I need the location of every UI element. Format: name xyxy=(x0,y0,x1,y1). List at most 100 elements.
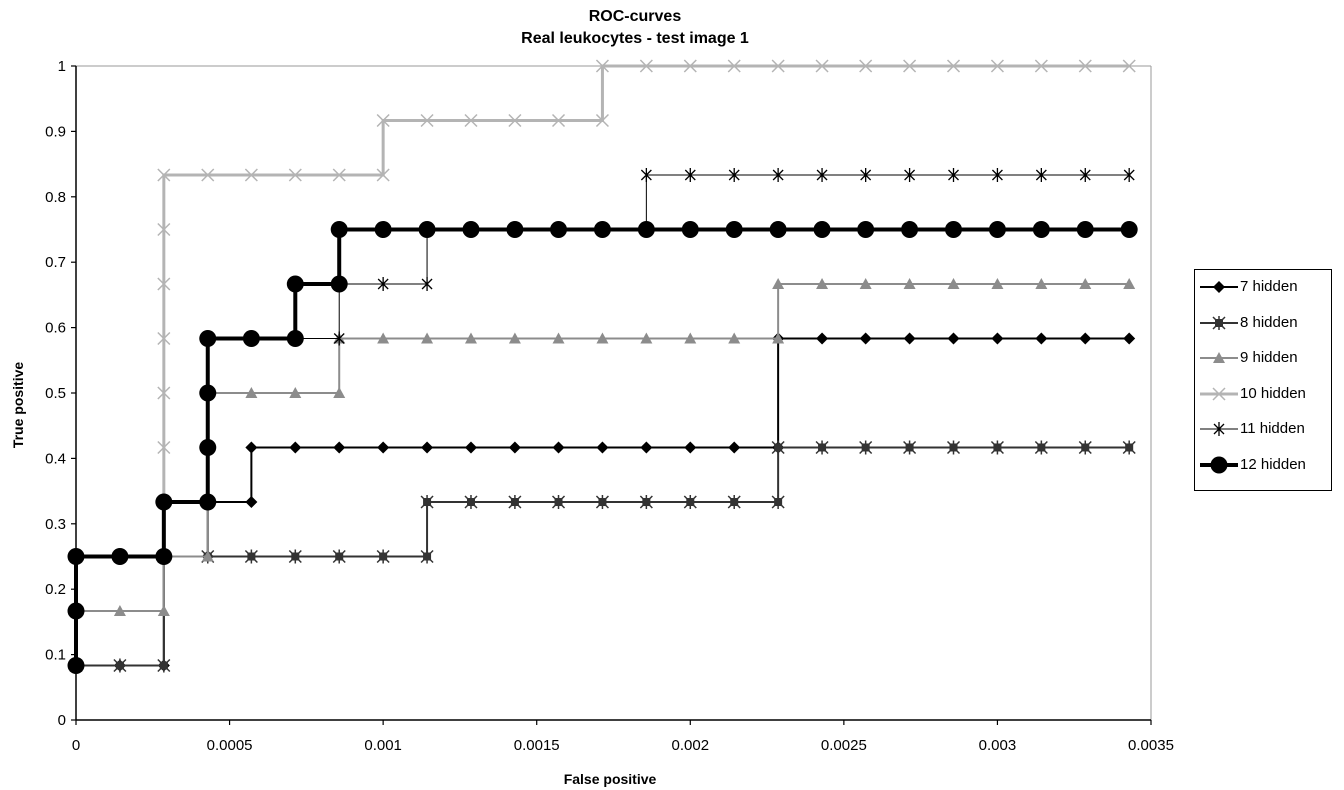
data-point xyxy=(947,332,960,345)
data-point xyxy=(374,221,392,238)
data-point xyxy=(595,113,609,128)
data-point xyxy=(988,221,1006,238)
legend-item: 7 hidden xyxy=(1195,276,1331,298)
data-point xyxy=(244,549,258,564)
x-tick-label: 0.0025 xyxy=(821,737,867,754)
series-10-hidden xyxy=(69,59,1136,564)
data-point xyxy=(727,59,741,73)
data-point xyxy=(199,438,217,456)
data-point xyxy=(816,168,828,183)
data-point xyxy=(1076,221,1094,238)
data-point xyxy=(551,113,566,128)
data-point xyxy=(199,384,217,402)
data-point xyxy=(113,604,126,616)
data-point xyxy=(946,440,961,455)
data-point xyxy=(1123,277,1136,289)
y-tick-label: 0.4 xyxy=(45,450,66,467)
x-tick-label: 0.002 xyxy=(672,737,710,754)
data-point xyxy=(727,495,741,510)
data-point xyxy=(420,549,434,564)
series-layer xyxy=(67,59,1138,675)
data-point xyxy=(859,277,872,289)
data-point xyxy=(420,495,434,510)
data-point xyxy=(991,332,1004,345)
data-point xyxy=(508,113,522,128)
data-point xyxy=(945,221,963,238)
data-point xyxy=(332,549,346,564)
data-point xyxy=(1123,168,1135,183)
data-point xyxy=(157,222,171,237)
data-point xyxy=(684,168,696,183)
data-point xyxy=(333,331,345,346)
data-point xyxy=(199,493,217,511)
data-point xyxy=(816,277,829,289)
data-point xyxy=(1122,59,1136,73)
data-point xyxy=(683,59,697,73)
axes-layer: 0 0.1 0.2 0.3 0.4 0.5 0.6 0.7 0.8 0.9 1 0 0.0005 0.00… xyxy=(45,58,1174,754)
data-point xyxy=(640,332,653,344)
data-point xyxy=(640,441,653,454)
data-point xyxy=(377,276,389,291)
series-line xyxy=(76,64,1130,558)
data-point xyxy=(242,330,260,348)
data-point xyxy=(551,495,566,510)
data-point xyxy=(903,277,916,289)
data-point xyxy=(157,658,171,673)
legend-label: 7 hidden xyxy=(1240,278,1298,295)
data-point xyxy=(596,441,609,454)
data-point xyxy=(67,548,85,565)
legend-item: 10 hidden xyxy=(1195,383,1331,405)
legend-label: 11 hidden xyxy=(1240,420,1305,437)
legend-swatch xyxy=(1200,315,1238,330)
data-point xyxy=(376,549,390,564)
data-point xyxy=(903,59,917,73)
data-point xyxy=(728,168,740,183)
y-tick-label: 0.3 xyxy=(45,516,66,533)
data-point xyxy=(286,275,304,293)
data-point xyxy=(901,221,919,238)
data-point xyxy=(289,387,302,398)
data-point xyxy=(420,113,434,128)
data-point xyxy=(333,441,346,454)
data-point xyxy=(245,441,258,454)
data-point xyxy=(772,168,784,183)
data-point xyxy=(157,604,170,616)
data-point xyxy=(1079,168,1091,183)
data-point xyxy=(769,221,787,238)
data-point xyxy=(377,332,390,344)
legend-swatch xyxy=(1200,281,1238,293)
data-point xyxy=(244,168,258,182)
chart-title-line: ROC-curves xyxy=(588,8,682,25)
x-tick-label: 0 xyxy=(72,737,80,754)
data-point xyxy=(772,277,785,289)
data-point xyxy=(245,496,258,509)
data-point xyxy=(725,221,743,238)
legend-label: 8 hidden xyxy=(1240,313,1298,331)
data-point xyxy=(815,59,829,73)
data-point xyxy=(157,168,171,182)
data-point xyxy=(639,495,653,510)
data-point xyxy=(288,549,302,564)
data-point xyxy=(508,332,521,344)
data-point xyxy=(508,495,522,510)
data-point xyxy=(157,440,171,455)
data-point xyxy=(772,332,785,344)
data-point xyxy=(376,113,390,128)
chart-title: ROC-curves Real leukocytes - test image … xyxy=(0,6,1270,50)
x-tick-label: 0.0015 xyxy=(514,737,560,754)
data-point xyxy=(155,548,173,565)
data-point xyxy=(903,440,917,455)
data-point xyxy=(155,493,173,511)
x-axis-label: False positive xyxy=(563,771,657,787)
data-point xyxy=(332,168,346,182)
data-point xyxy=(859,332,872,345)
data-point xyxy=(857,221,875,238)
data-point xyxy=(1035,168,1047,183)
data-point xyxy=(333,387,346,398)
legend-swatch xyxy=(1200,422,1238,436)
data-point xyxy=(860,168,872,183)
data-point xyxy=(1078,59,1092,73)
data-point xyxy=(771,440,785,455)
data-point xyxy=(1034,59,1048,73)
